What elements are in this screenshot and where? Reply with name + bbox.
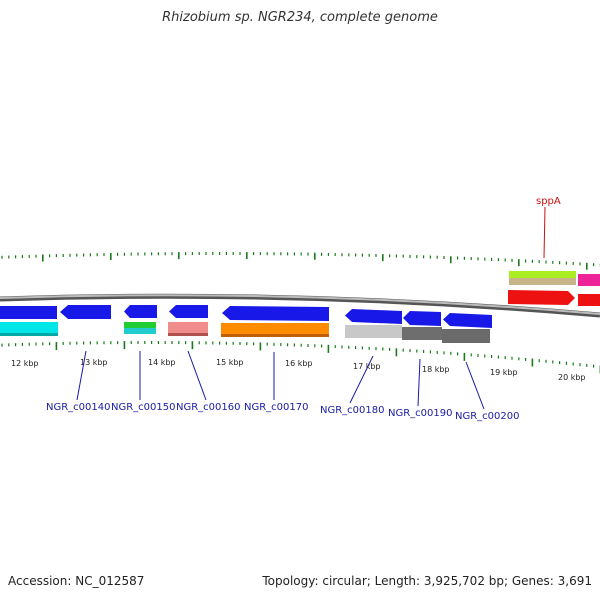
gene-arrow[interactable]: [222, 306, 329, 321]
gene-arrow[interactable]: [0, 306, 57, 319]
scale-labels: 12 kbp 13 kbp 14 kbp 15 kbp 16 kbp 17 kb…: [11, 358, 586, 382]
feature-block: [168, 333, 208, 336]
upper-right-genes: [508, 271, 600, 306]
genome-summary-text: Topology: circular; Length: 3,925,702 bp…: [262, 574, 592, 588]
gene-label-ngr-c00180[interactable]: NGR_c00180: [320, 405, 385, 416]
inner-tick-row: [1, 341, 600, 374]
gene-label-ngr-c00140[interactable]: NGR_c00140: [46, 402, 111, 413]
gene-label-sppa[interactable]: sppA: [536, 196, 561, 207]
gene-label-ngr-c00190[interactable]: NGR_c00190: [388, 408, 453, 419]
scale-label: 16 kbp: [285, 359, 313, 368]
feature-block[interactable]: [124, 328, 156, 334]
genome-backbone: [0, 293, 600, 318]
scale-label: 18 kbp: [422, 365, 450, 374]
feature-block[interactable]: [345, 325, 402, 338]
gene-label-ngr-c00200[interactable]: NGR_c00200: [455, 411, 520, 422]
scale-label: 15 kbp: [216, 358, 244, 367]
gene-block[interactable]: [509, 278, 576, 285]
outer-tick-row: [1, 252, 600, 270]
feature-block: [221, 334, 329, 337]
accession-text: Accession: NC_012587: [8, 574, 145, 588]
feature-block: [0, 333, 58, 336]
label-leaders: [76, 350, 485, 410]
gene-arrow[interactable]: [60, 305, 111, 319]
gene-label-ngr-c00160[interactable]: NGR_c00160: [176, 402, 241, 413]
scale-label: 12 kbp: [11, 359, 39, 368]
genome-backbone-highlight: [0, 294, 600, 315]
sppA-leader: [543, 206, 546, 259]
gene-labels: NGR_c00140 NGR_c00150 NGR_c00160 NGR_c00…: [46, 196, 561, 422]
gene-label-ngr-c00150[interactable]: NGR_c00150: [111, 402, 176, 413]
gene-arrow[interactable]: [124, 305, 157, 318]
feature-block[interactable]: [402, 327, 442, 340]
gene-block[interactable]: [578, 274, 600, 286]
scale-label: 20 kbp: [558, 373, 586, 382]
scale-label: 17 kbp: [353, 362, 381, 371]
scale-label: 14 kbp: [148, 358, 176, 367]
gene-label-ngr-c00170[interactable]: NGR_c00170: [244, 402, 309, 413]
scale-label: 13 kbp: [80, 358, 108, 367]
feature-block[interactable]: [168, 322, 208, 334]
gene-arrow[interactable]: [403, 311, 441, 326]
feature-block[interactable]: [221, 323, 329, 336]
gene-arrow[interactable]: [345, 309, 402, 324]
gene-block[interactable]: [578, 294, 600, 306]
forward-strand-genes: [0, 305, 492, 328]
gene-arrow[interactable]: [169, 305, 208, 318]
feature-blocks: [0, 322, 490, 343]
feature-block[interactable]: [124, 322, 156, 328]
feature-block[interactable]: [0, 322, 58, 336]
gene-arrow[interactable]: [508, 290, 575, 305]
gene-arrow[interactable]: [443, 313, 492, 328]
gene-block[interactable]: [509, 271, 576, 278]
feature-block[interactable]: [442, 329, 490, 343]
scale-label: 19 kbp: [490, 368, 518, 377]
map-title: Rhizobium sp. NGR234, complete genome: [162, 10, 438, 25]
